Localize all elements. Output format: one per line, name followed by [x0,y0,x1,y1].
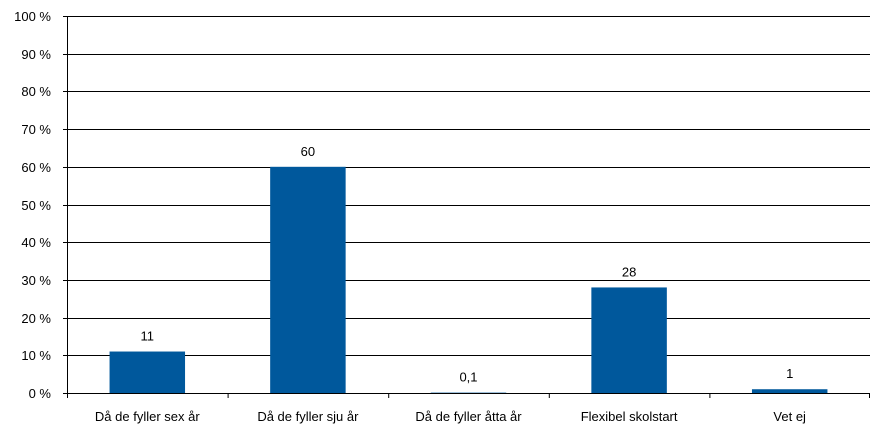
y-tick-label: 50 % [21,198,51,213]
x-tick-label: Vet ej [773,409,806,424]
y-tick-label: 30 % [21,273,51,288]
x-tick-label: Då de fyller åtta år [415,409,522,424]
y-tick-label: 40 % [21,235,51,250]
gridlines [67,16,870,356]
data-label: 28 [622,264,636,279]
y-axis-ticks: 0 % 10 % 20 % 30 % 40 % 50 % 60 % 70 % 80 % 90 % 1… [14,9,67,401]
data-label: 1 [786,366,793,381]
y-tick-label: 20 % [21,311,51,326]
data-label: 60 [301,144,315,159]
bar [270,166,346,393]
x-tick-label: Flexibel skolstart [581,409,678,424]
y-tick-label: 100 % [14,9,51,24]
bar [751,389,828,393]
bar [109,351,186,393]
x-tick-label: Då de fyller sex år [95,409,200,424]
y-tick-label: 10 % [21,348,51,363]
data-labels: 11 60 0,1 28 1 [141,144,794,385]
x-tick-label: Då de fyller sju år [257,409,359,424]
y-tick-label: 90 % [21,47,51,62]
x-axis-ticks: Då de fyller sex år Då de fyller sju år Då… [67,393,870,424]
bars [109,166,828,393]
data-label: 0,1 [459,370,477,385]
y-tick-label: 60 % [21,160,51,175]
y-tick-label: 70 % [21,122,51,137]
y-tick-label: 80 % [21,84,51,99]
data-label: 11 [141,329,155,344]
bar [591,287,667,393]
y-tick-label: 0 % [29,386,52,401]
